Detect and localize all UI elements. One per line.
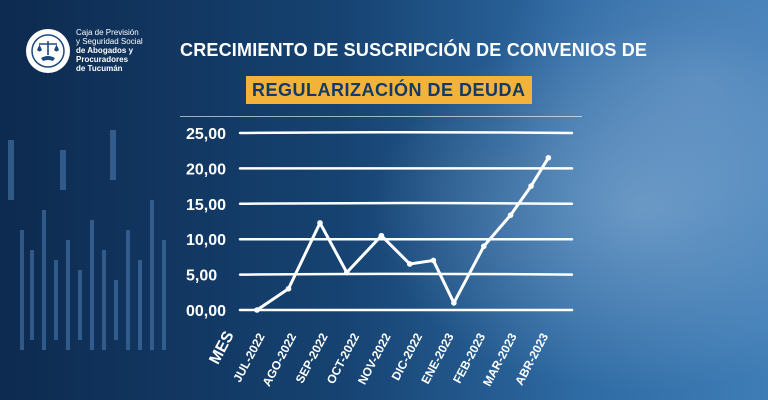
title-divider: [180, 116, 582, 117]
data-point: [285, 285, 292, 292]
data-point: [343, 269, 350, 276]
org-logo: Caja de Previsión y Seguridad Social de …: [26, 28, 154, 73]
chart-subtitle: REGULARIZACIÓN DE DEUDA: [246, 76, 532, 104]
org-name: Caja de Previsión y Seguridad Social de …: [76, 28, 154, 73]
data-point: [430, 257, 437, 264]
org-name-line: de Tucumán: [76, 64, 123, 73]
gridline: [238, 272, 574, 276]
chart-title: CRECIMIENTO DE SUSCRIPCIÓN DE CONVENIOS …: [180, 40, 648, 60]
org-name-line: de Abogados y: [76, 46, 134, 55]
y-tick-label: 00,00: [186, 303, 226, 320]
y-tick-label: 10,00: [186, 232, 226, 249]
data-point: [481, 243, 487, 250]
org-name-line: Caja de Previsión: [76, 28, 139, 37]
data-point: [254, 307, 260, 313]
org-name-line: Procuradores: [76, 55, 129, 64]
y-tick-label: 15,00: [186, 197, 226, 214]
y-tick-label: 25,00: [186, 126, 226, 143]
data-point: [528, 183, 534, 189]
data-point: [317, 220, 323, 226]
data-point: [406, 261, 413, 267]
data-point: [507, 212, 514, 218]
data-point: [545, 154, 552, 161]
y-tick-label: 20,00: [186, 161, 226, 178]
gridline: [238, 201, 574, 206]
gridline: [238, 131, 574, 135]
data-point: [378, 232, 385, 239]
y-tick-label: 5,00: [186, 268, 217, 285]
series-line: [255, 156, 550, 312]
x-axis-label: MES: [206, 328, 237, 367]
scales-of-justice-icon: [26, 28, 70, 73]
org-name-line: y Seguridad Social: [76, 37, 143, 46]
data-point: [451, 300, 457, 306]
